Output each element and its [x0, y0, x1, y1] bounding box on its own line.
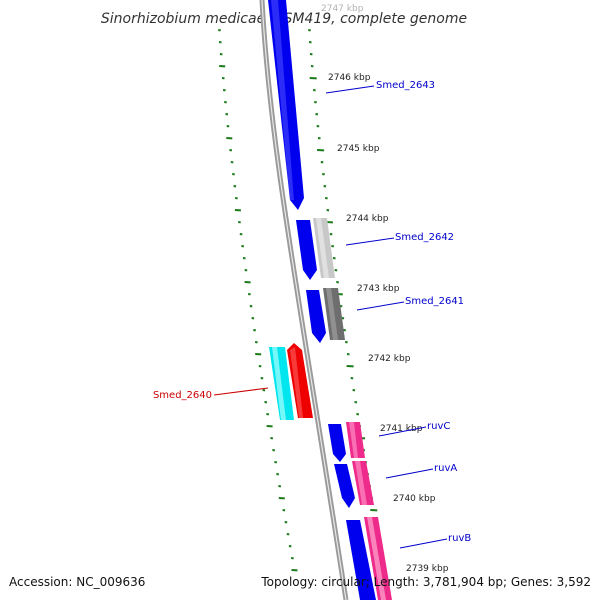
gene-smed-2643[interactable]: [268, 0, 304, 210]
gene-ruva[interactable]: [334, 461, 374, 508]
gene-label-smed-2643[interactable]: Smed_2643: [376, 80, 435, 91]
gene-label-ruvc[interactable]: ruvC: [427, 421, 450, 432]
gene-label-smed-2640[interactable]: Smed_2640: [153, 390, 212, 401]
accession-text: Accession: NC_009636: [9, 575, 145, 589]
kbp-label: 2746 kbp: [328, 73, 371, 83]
gene-smed-2641[interactable]: [306, 288, 345, 343]
genome-backbone: [259, 0, 349, 600]
kbp-label: 2743 kbp: [357, 284, 400, 294]
kbp-label: 2742 kbp: [368, 354, 411, 364]
gene-labels: Smed_2643 Smed_2642 Smed_2641 Smed_2640 …: [153, 80, 471, 544]
gene-leader-lines: [213, 85, 448, 549]
gene-label-smed-2641[interactable]: Smed_2641: [405, 296, 464, 307]
kbp-label: 2745 kbp: [337, 144, 380, 154]
kbp-label: 2747 kbp: [321, 4, 364, 14]
gene-smed-2640[interactable]: [269, 343, 313, 420]
gene-label-ruvb[interactable]: ruvB: [448, 533, 471, 544]
gene-features: [268, 0, 392, 600]
genome-stats-text: Topology: circular; Length: 3,781,904 bp…: [260, 575, 591, 589]
kbp-label: 2744 kbp: [346, 214, 389, 224]
gene-ruvc[interactable]: [328, 422, 365, 462]
kbp-label: 2740 kbp: [393, 494, 436, 504]
gene-ruvb[interactable]: [346, 517, 392, 600]
kbp-label: 2741 kbp: [380, 424, 423, 434]
kbp-label: 2739 kbp: [406, 564, 449, 574]
kbp-scale: 2747 kbp 2746 kbp 2745 kbp 2744 kbp 2743…: [321, 4, 449, 574]
gene-smed-2642[interactable]: [296, 218, 335, 280]
gene-label-ruva[interactable]: ruvA: [434, 463, 457, 474]
gene-label-smed-2642[interactable]: Smed_2642: [395, 232, 454, 243]
gc-skew-left-track: [218, 29, 298, 572]
